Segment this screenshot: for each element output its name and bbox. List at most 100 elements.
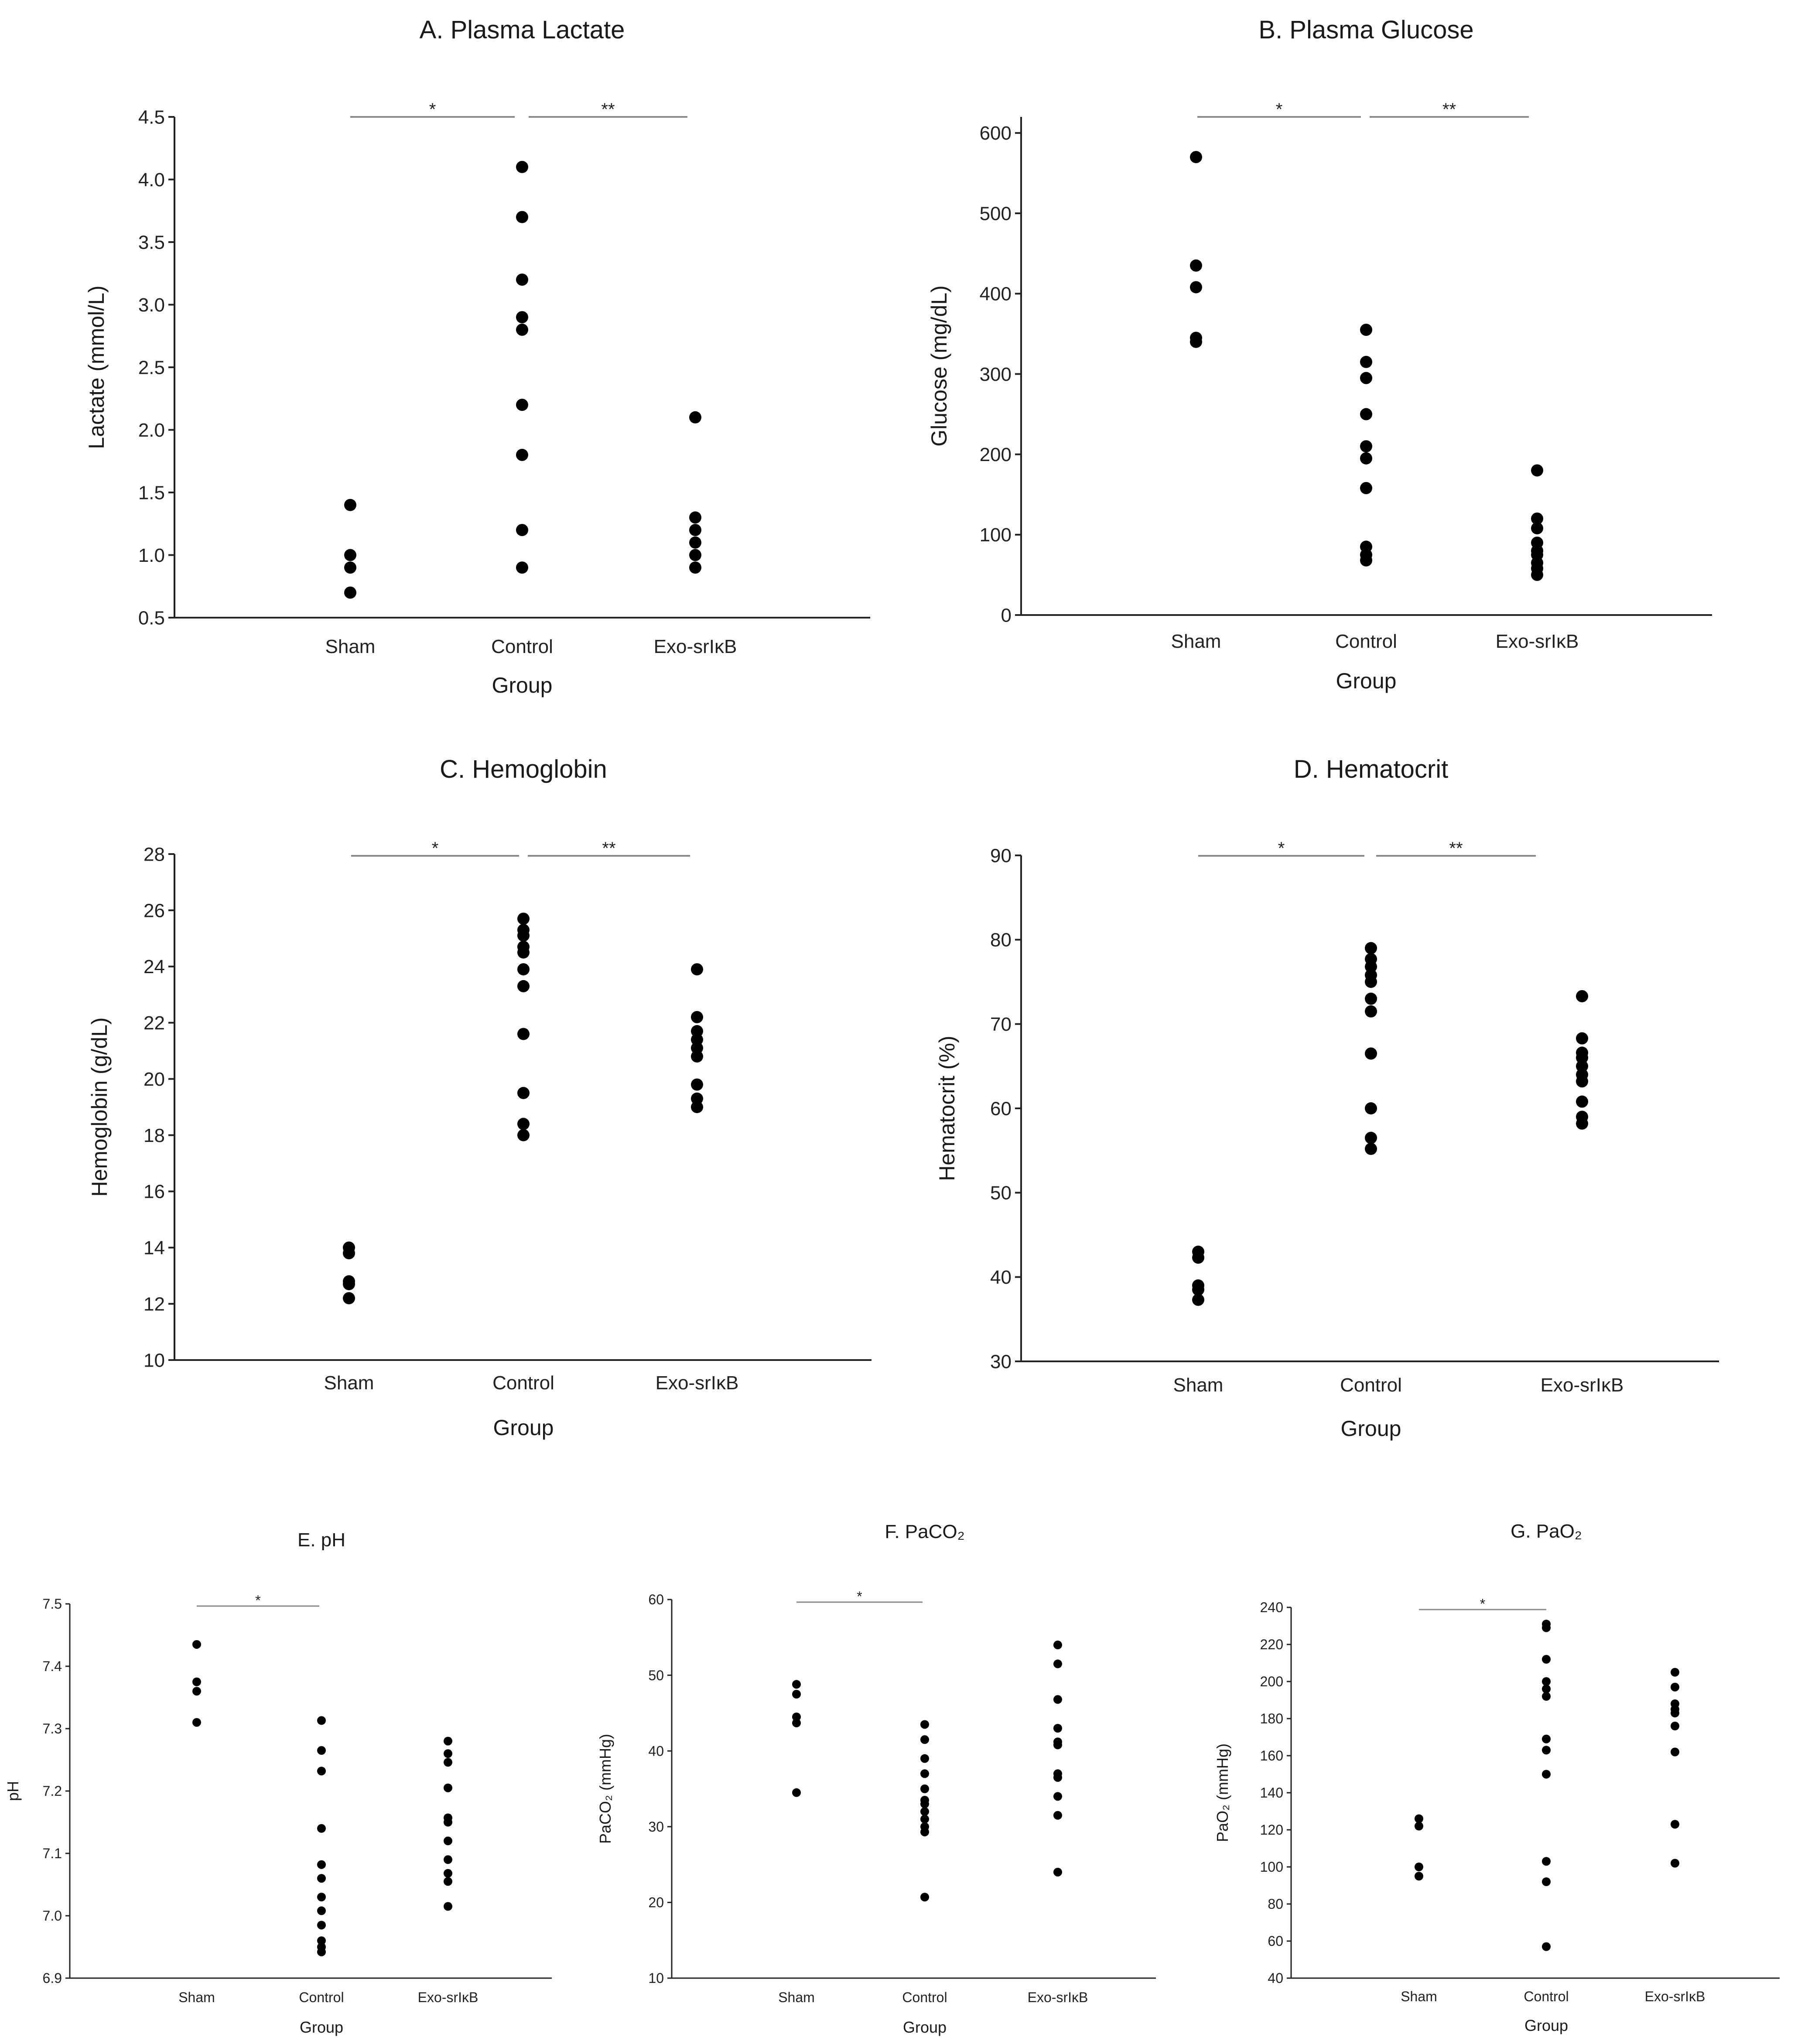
data-point: [691, 1033, 703, 1046]
y-tick-label: 24: [144, 956, 165, 978]
data-point: [1365, 1142, 1377, 1155]
data-point: [516, 561, 528, 574]
data-point: [920, 1893, 929, 1902]
data-point: [1542, 1857, 1551, 1866]
panel-d: D. Hematocrit 30 40 50 60 70 80 90 Sham Control Ex…: [935, 755, 1719, 1441]
data-point: [343, 1278, 355, 1290]
y-tick-label: 0.5: [138, 607, 165, 629]
data-point: [691, 1101, 703, 1113]
data-point: [792, 1690, 801, 1699]
data-point: [444, 1749, 452, 1758]
y-tick-label: 10: [144, 1350, 165, 1371]
x-axis-label: Group: [300, 2018, 343, 2036]
data-point: [317, 1860, 326, 1869]
data-point: [1053, 1740, 1062, 1750]
data-point: [192, 1640, 201, 1649]
data-point: [1531, 568, 1543, 581]
data-point: [1053, 1773, 1062, 1782]
y-tick-label: 240: [1260, 1600, 1283, 1615]
data-point: [1542, 1692, 1551, 1701]
y-tick-label: 60: [648, 1592, 664, 1607]
data-point: [1671, 1820, 1679, 1829]
data-point: [344, 499, 356, 511]
x-category-label: Control: [902, 1989, 947, 2005]
y-tick-label: 60: [1268, 1933, 1283, 1949]
data-point: [1053, 1659, 1062, 1668]
y-tick-label: 50: [648, 1668, 664, 1683]
y-tick-label: 3.5: [138, 232, 165, 253]
data-point: [517, 963, 530, 976]
significance-label: *: [429, 100, 436, 119]
data-point: [1531, 464, 1543, 477]
data-point: [1576, 990, 1588, 1002]
panel-g: G. PaO₂ 40 60 80 100 120 140 160 180 200 220 240 Sha…: [1213, 1521, 1780, 2034]
data-point: [1192, 1251, 1204, 1264]
x-category-label: Exo-srIκB: [656, 1372, 739, 1394]
y-tick-label: 90: [990, 845, 1012, 866]
x-category-label: Control: [492, 1372, 554, 1394]
y-tick-label: 4.5: [138, 106, 165, 128]
x-axis-label: Group: [1524, 2017, 1568, 2034]
data-point: [516, 161, 528, 173]
data-point: [1360, 324, 1372, 336]
data-point: [1531, 522, 1543, 535]
data-point: [1365, 1102, 1377, 1114]
y-tick-label: 14: [144, 1237, 165, 1259]
data-point: [1053, 1641, 1062, 1650]
x-category-label: Exo-srIκB: [418, 1989, 478, 2005]
x-category-label: Control: [1524, 1989, 1569, 2004]
data-point: [691, 1092, 703, 1105]
data-point: [516, 448, 528, 461]
x-category-label: Exo-srIκB: [1645, 1989, 1705, 2004]
x-category-label: Sham: [324, 1372, 374, 1394]
data-point: [1542, 1734, 1551, 1743]
data-point: [1365, 1047, 1377, 1060]
data-point: [691, 1011, 703, 1023]
y-axis-label: Lactate (mmol/L): [84, 285, 109, 449]
data-point: [689, 524, 701, 537]
y-tick-label: 20: [648, 1895, 664, 1911]
y-tick-label: 80: [1268, 1896, 1283, 1912]
data-point: [920, 1799, 929, 1808]
data-point: [689, 536, 701, 549]
panel-e: E. pH 6.9 7.0 7.1 7.2 7.3 7.4 7.5 Sham Control Exo…: [4, 1529, 552, 2036]
x-category-label: Sham: [1401, 1989, 1437, 2004]
data-point: [317, 1936, 326, 1945]
data-point: [1365, 1131, 1377, 1144]
data-point: [792, 1718, 801, 1727]
significance-label: *: [857, 1589, 862, 1604]
data-point: [920, 1720, 929, 1729]
panel-c: C. Hemoglobin 10 12 14 16 18 20 22 24 26 28 Sham Con…: [87, 755, 872, 1440]
data-point: [792, 1788, 801, 1797]
y-tick-label: 16: [144, 1181, 165, 1203]
panel-title: E. pH: [297, 1529, 345, 1551]
data-point: [1542, 1655, 1551, 1664]
data-point: [344, 586, 356, 599]
y-tick-label: 6.9: [43, 1970, 62, 1986]
data-point: [1576, 1060, 1588, 1073]
y-axis-label: Glucose (mg/dL): [927, 285, 951, 447]
data-point: [1671, 1682, 1679, 1692]
y-tick-label: 30: [648, 1819, 664, 1835]
significance-label: **: [1449, 839, 1463, 858]
significance-label: **: [602, 839, 615, 858]
data-point: [1576, 1117, 1588, 1130]
data-point: [1360, 408, 1372, 420]
data-point: [689, 511, 701, 524]
panel-b: B. Plasma Glucose 0 100 200 300 400 500 600 Sham…: [927, 16, 1712, 693]
data-point: [1190, 259, 1202, 272]
data-point: [1190, 281, 1202, 294]
data-point: [920, 1735, 929, 1744]
x-category-label: Exo-srIκB: [1028, 1989, 1088, 2005]
panel-a: A. Plasma Lactate 0.5 1.0 1.5 2.0 2.5 3.0 3.5 4.…: [84, 16, 870, 697]
y-tick-label: 40: [990, 1267, 1012, 1288]
y-tick-label: 18: [144, 1125, 165, 1146]
data-point: [1576, 1052, 1588, 1064]
x-axis-label: Group: [903, 2018, 947, 2036]
data-point: [317, 1716, 326, 1725]
data-point: [343, 1247, 355, 1260]
x-axis-label: Group: [1336, 669, 1397, 693]
data-point: [691, 1050, 703, 1063]
data-point: [192, 1718, 201, 1727]
data-point: [1542, 1677, 1551, 1686]
